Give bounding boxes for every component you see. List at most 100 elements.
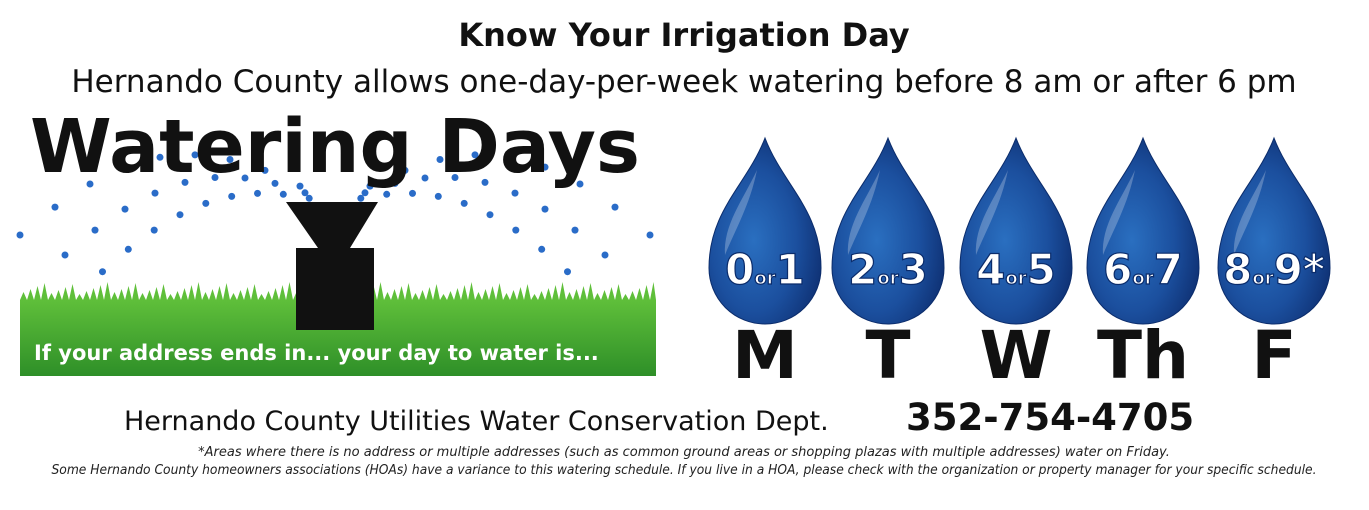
spray-dot [541,163,549,171]
drop-digits: 0or1 [725,245,805,294]
spray-dot [261,166,269,174]
spray-dot [301,189,309,197]
spray-dot [601,251,609,259]
digit: 3 [899,245,928,294]
spray-dot [506,153,514,161]
phone: 352-754-4705 [906,396,1194,439]
spray-dot [357,194,365,202]
joiner: or [877,268,898,289]
drop-highlight [724,170,757,255]
day-letter: Th [1097,317,1189,394]
spray-dot [511,189,519,197]
digit: 0 [725,245,754,294]
water-drop [1086,136,1200,325]
drop-highlight [1233,170,1266,255]
water-drop [831,136,945,325]
joiner: or [1252,268,1273,289]
drop-highlight [1102,170,1135,255]
spray-dot [202,199,210,207]
digit: 5 [1027,245,1056,294]
spray-dot [471,151,479,159]
spray-dot [538,245,546,253]
spray-dot [181,178,189,186]
water-drop [708,136,822,325]
spray-dot [151,189,159,197]
digit: 9* [1274,245,1325,294]
banner-title: Watering Days [30,104,640,190]
spray-dot [383,190,391,198]
spray-dot [541,205,549,213]
spray-dot [361,189,369,197]
digit: 6 [1103,245,1132,294]
day-letter: M [732,317,798,394]
spray-dot [296,182,304,190]
water-drop [1217,136,1331,325]
footnote: *Areas where there is no address or mult… [198,445,1170,460]
digit: 8 [1223,245,1252,294]
joiner: or [754,268,775,289]
banner: Watering Days If your address ends in...… [16,104,656,376]
spray-dot [436,156,444,163]
spray-dot [646,231,654,239]
title: Know Your Irrigation Day [458,16,909,54]
spray-dot [211,174,219,181]
drop-highlight [975,170,1008,255]
spray-dot [191,151,199,159]
spray-dot [241,174,249,182]
spray-dot [512,226,520,234]
spray-dot [99,268,106,276]
spray-dot [401,166,409,174]
spray-dot [451,174,459,181]
spray-dot [391,179,399,187]
spray-dot [421,174,429,182]
spray-dot [226,156,234,163]
spray-dot [254,189,261,197]
spray-dot [121,205,129,213]
spray-dot [16,231,24,239]
spray-dot [486,211,494,219]
joiner: or [1005,268,1026,289]
spray-dot [564,268,571,276]
spray-dot [611,203,619,211]
spray-dot [576,180,584,188]
department: Hernando County Utilities Water Conserva… [124,406,829,437]
day-letter: F [1251,317,1296,394]
digit: 7 [1154,245,1183,294]
spray-dot [271,179,279,187]
spray-dot [409,189,416,197]
spray-dot [434,192,442,200]
spray-dot [86,180,94,188]
spray-dot [279,190,287,198]
digit: 4 [976,245,1005,294]
spray-dot [460,199,468,207]
spray-dot [228,192,236,200]
spray-dot [571,226,579,234]
joiner: or [1132,268,1153,289]
digit: 2 [848,245,877,294]
drop-digits: 2or3 [848,245,928,294]
spray-dot [156,153,164,161]
water-drop [959,136,1073,325]
drop-digits: 8or9* [1223,245,1325,294]
banner-caption: If your address ends in... your day to w… [34,341,599,365]
spray-dot [51,203,59,211]
spray-dot [61,251,69,259]
subtitle: Hernando County allows one-day-per-week … [71,64,1296,100]
spray-dot [366,182,374,190]
spray-dot [124,245,132,253]
day-letter: W [980,317,1053,394]
day-letter: T [865,317,910,394]
spray-dot [305,194,313,202]
drop-highlight [847,170,880,255]
spray-dot [176,211,184,219]
digit: 1 [776,245,805,294]
drop-digits: 4or5 [976,245,1056,294]
sprinkler [286,202,378,330]
drop-digits: 6or7 [1103,245,1183,294]
spray-dot [150,226,158,234]
spray-dot [91,226,99,234]
spray-dot [481,178,489,186]
